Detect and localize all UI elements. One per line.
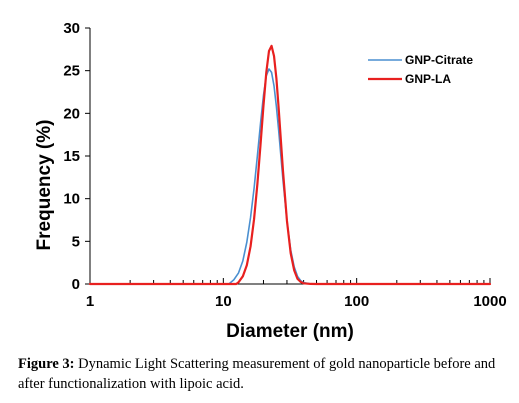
figure-caption: Figure 3: Dynamic Light Scattering measu… xyxy=(18,354,508,394)
x-tick-label: 1000 xyxy=(473,293,506,310)
x-tick-label: 100 xyxy=(344,293,369,310)
tick-labels: 0 5 10 15 20 25 30 1 10 100 1000 xyxy=(63,20,506,310)
y-tick-label: 15 xyxy=(63,148,80,165)
y-tick-label: 30 xyxy=(63,20,80,37)
y-tick-label: 25 xyxy=(63,63,80,80)
legend-label: GNP-LA xyxy=(405,72,451,86)
x-tick-label: 1 xyxy=(86,293,94,310)
caption-text: Dynamic Light Scattering measurement of … xyxy=(18,356,496,392)
dls-chart: 0 5 10 15 20 25 30 1 10 100 1000 Diameter (nm) Fre… xyxy=(34,20,507,342)
x-axis-title: Diameter (nm) xyxy=(226,321,354,342)
x-tick-label: 10 xyxy=(215,293,232,310)
y-tick-label: 5 xyxy=(72,233,80,250)
legend: GNP-Citrate GNP-LA xyxy=(368,53,473,86)
caption-label: Figure 3: xyxy=(18,356,75,372)
y-tick-label: 0 xyxy=(72,276,80,293)
series-line-gnp-la xyxy=(88,44,492,286)
legend-label: GNP-Citrate xyxy=(405,53,473,67)
series-layer xyxy=(88,44,492,286)
series-line-gnp-citrate xyxy=(89,68,491,285)
y-tick-label: 20 xyxy=(63,105,80,122)
y-tick-label: 10 xyxy=(63,191,80,208)
y-axis-title: Frequency (%) xyxy=(34,120,55,251)
